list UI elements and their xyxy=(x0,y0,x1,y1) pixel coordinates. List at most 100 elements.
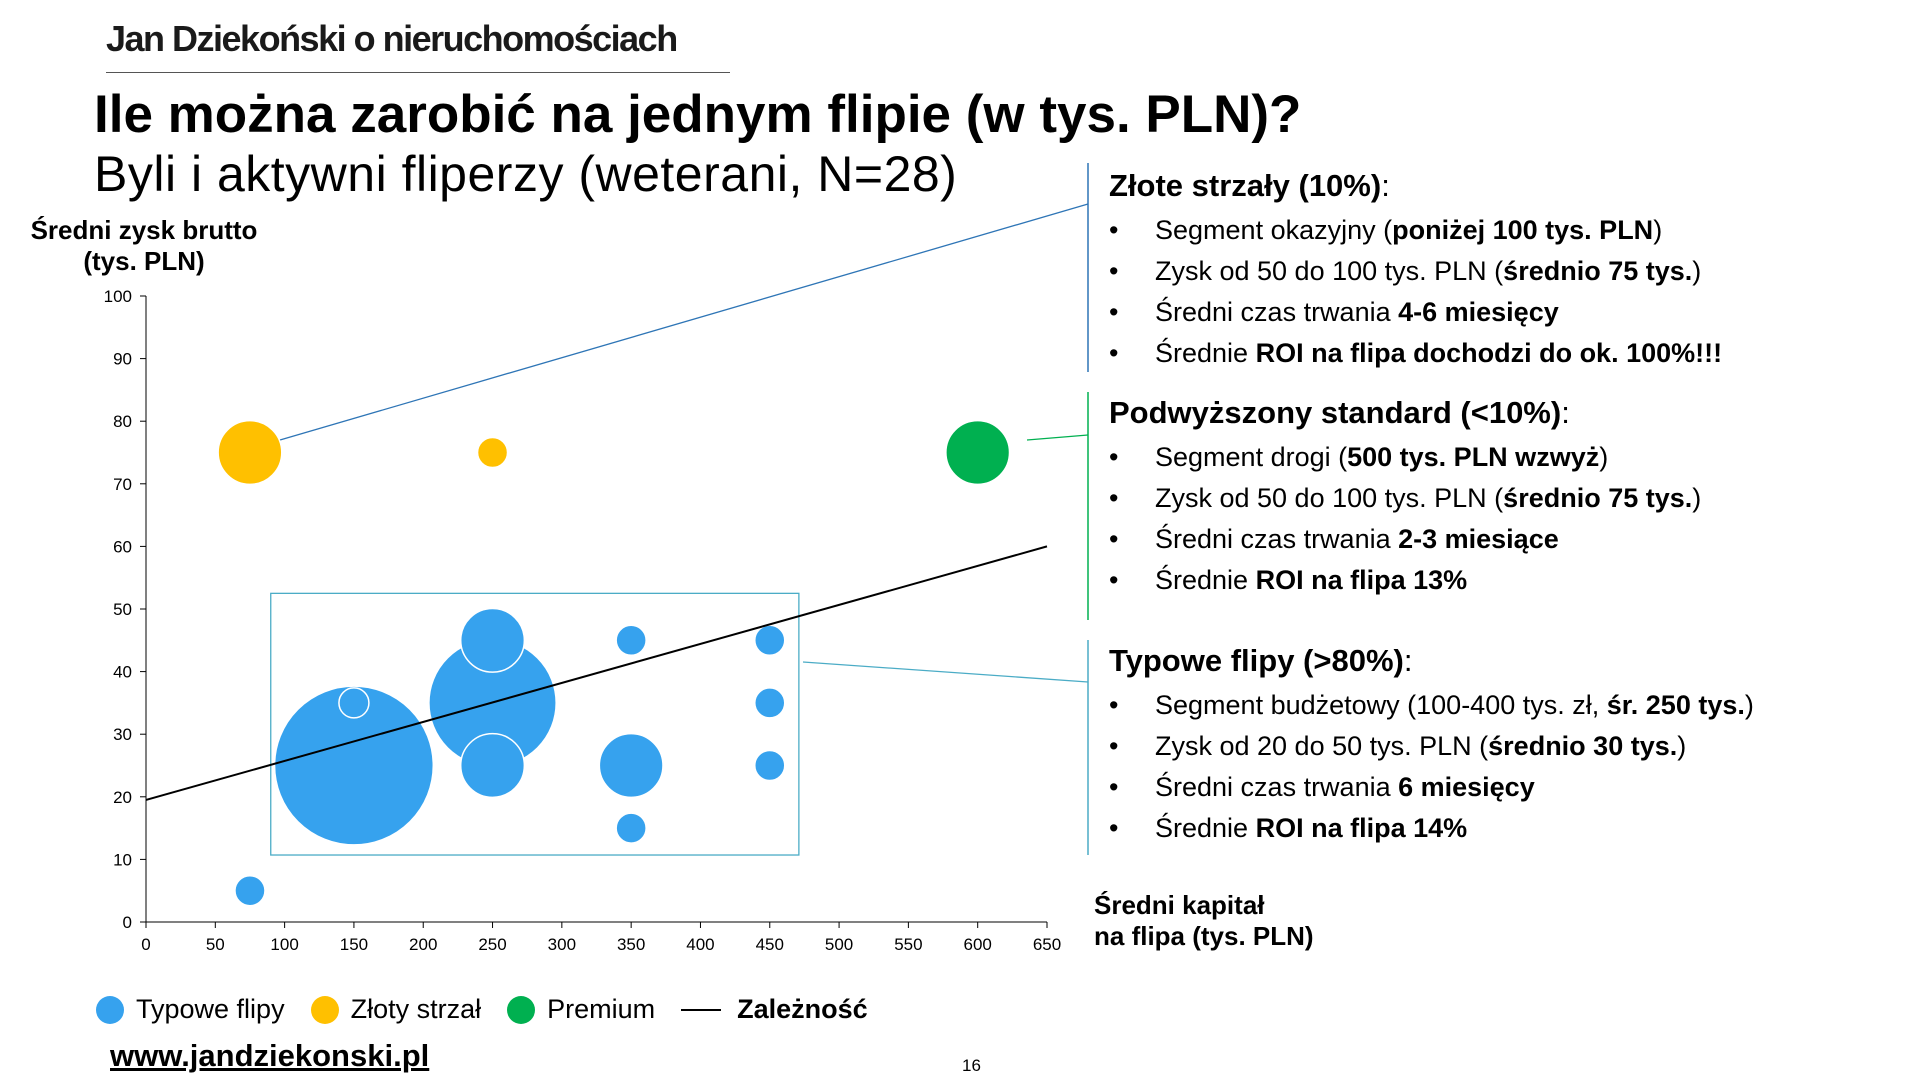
y-tick-label: 60 xyxy=(113,537,132,556)
bullet-icon: • xyxy=(1109,731,1119,761)
bubble-z-oty-strza- xyxy=(476,436,509,469)
bullet-text: średnio 75 tys. xyxy=(1503,483,1693,513)
slide-subtitle: Byli i aktywni fliperzy (weterani, N=28) xyxy=(94,146,958,202)
x-axis-label: Średni kapitał na flipa (tys. PLN) xyxy=(1094,890,1314,952)
bubble-typowe-flipy xyxy=(754,687,786,719)
x-tick-label: 150 xyxy=(340,935,368,954)
x-tick-label: 250 xyxy=(478,935,506,954)
bullet-text: ROI na flipa 13% xyxy=(1255,565,1468,595)
segment-bullet: • Średni czas trwania 2-3 miesiące xyxy=(1109,519,1701,560)
segment-title: Podwyższony standard (<10%): xyxy=(1109,395,1701,431)
bullet-text: Średnie xyxy=(1155,338,1256,368)
bubble-typowe-flipy xyxy=(598,732,664,799)
bullet-text: Segment drogi ( xyxy=(1155,442,1348,472)
legend-label: Zależność xyxy=(737,994,868,1024)
segment-bullets: • Segment budżetowy (100-400 tys. zł, śr.… xyxy=(1109,685,1754,849)
legend-line-icon xyxy=(681,1008,722,1011)
segment-bullet: • Zysk od 50 do 100 tys. PLN (średnio 75 … xyxy=(1109,251,1722,292)
bullet-icon: • xyxy=(1109,524,1119,554)
bullet-text: ROI na flipa dochodzi do ok. 100%!!! xyxy=(1255,338,1723,368)
bullet-text: 6 miesięcy xyxy=(1398,772,1535,802)
y-tick-label: 80 xyxy=(113,412,132,431)
bubble-typowe-flipy xyxy=(273,685,435,846)
bullet-text: ) xyxy=(1677,731,1687,761)
bullet-text: Zysk od 50 do 100 tys. PLN ( xyxy=(1155,483,1504,513)
segment-bullet: • Zysk od 20 do 50 tys. PLN (średnio 30 t… xyxy=(1109,726,1754,767)
segment-bullet: • Zysk od 50 do 100 tys. PLN (średnio 75 … xyxy=(1109,478,1701,519)
bullet-icon: • xyxy=(1109,256,1119,286)
bullet-icon: • xyxy=(1109,690,1119,720)
bullet-text: śr. 250 tys. xyxy=(1606,690,1745,720)
segment-bullets: • Segment okazyjny (poniżej 100 tys. PLN)… xyxy=(1109,210,1722,374)
legend-label: Typowe flipy xyxy=(136,994,285,1024)
page-number: 16 xyxy=(962,1056,981,1075)
x-tick-label: 600 xyxy=(964,935,992,954)
legend-label: Premium xyxy=(547,994,656,1024)
segment-title: Złote strzały (10%): xyxy=(1109,168,1722,204)
segment-title-text: Złote strzały (10%) xyxy=(1109,168,1382,203)
segment-bullet: • Średnie ROI na flipa dochodzi do ok. 10… xyxy=(1109,333,1722,374)
bubble-premium xyxy=(945,419,1011,486)
legend-item: Zależność xyxy=(681,994,868,1025)
y-tick-label: 90 xyxy=(113,350,132,369)
segment-bullet: • Średni czas trwania 4-6 miesięcy xyxy=(1109,292,1722,333)
callout-line-premium xyxy=(1026,434,1089,441)
bullet-text: Średni czas trwania xyxy=(1155,524,1399,554)
segment-block: Typowe flipy (>80%): • Segment budżetowy (… xyxy=(1109,643,1754,849)
segment-bullet: • Średni czas trwania 6 miesięcy xyxy=(1109,767,1754,808)
x-tick-label: 0 xyxy=(141,935,150,954)
bullet-text: Zysk od 20 do 50 tys. PLN ( xyxy=(1155,731,1489,761)
legend-circle-icon xyxy=(310,995,339,1024)
segment-bullet: • Średnie ROI na flipa 13% xyxy=(1109,560,1701,601)
x-tick-label: 500 xyxy=(825,935,853,954)
bullet-text: ) xyxy=(1653,215,1663,245)
website-link[interactable]: www.jandziekonski.pl xyxy=(110,1038,430,1073)
bullet-icon: • xyxy=(1109,565,1119,595)
segment-title-text: Typowe flipy (>80%) xyxy=(1109,643,1404,678)
bullet-text: Średni czas trwania xyxy=(1155,297,1399,327)
segment-bullet: • Segment okazyjny (poniżej 100 tys. PLN) xyxy=(1109,210,1722,251)
x-tick-label: 200 xyxy=(409,935,437,954)
y-tick-label: 100 xyxy=(104,287,132,306)
segment-title-suffix: : xyxy=(1403,643,1413,678)
bullet-text: ) xyxy=(1692,256,1702,286)
x-axis-label-line2: na flipa (tys. PLN) xyxy=(1094,921,1314,951)
y-axis-label: Średni zysk brutto (tys. PLN) xyxy=(14,215,274,277)
brand-underline xyxy=(106,72,730,73)
segment-title-suffix: : xyxy=(1561,395,1570,430)
bullet-icon: • xyxy=(1109,442,1119,472)
y-tick-label: 0 xyxy=(123,913,132,932)
legend-circle-icon xyxy=(507,995,536,1024)
bubble-z-oty-strza- xyxy=(217,419,283,486)
legend-item: Premium xyxy=(507,994,655,1025)
bullet-text: Segment okazyjny ( xyxy=(1155,215,1393,245)
bullet-text: Średnie xyxy=(1155,813,1256,843)
bullet-icon: • xyxy=(1109,338,1119,368)
x-tick-label: 300 xyxy=(548,935,576,954)
bullet-icon: • xyxy=(1109,215,1119,245)
bubble-typowe-flipy xyxy=(754,749,786,782)
bubble-typowe-flipy xyxy=(234,874,266,907)
bullet-text: ) xyxy=(1692,483,1702,513)
x-tick-label: 400 xyxy=(686,935,714,954)
y-tick-label: 50 xyxy=(113,600,132,619)
bullet-icon: • xyxy=(1109,483,1119,513)
bullet-text: 2-3 miesiące xyxy=(1398,524,1559,554)
x-tick-label: 100 xyxy=(270,935,298,954)
bullet-text: poniżej 100 tys. PLN xyxy=(1392,215,1654,245)
bullet-text: Segment budżetowy (100-400 tys. zł, xyxy=(1155,690,1607,720)
segment-bullet: • Segment budżetowy (100-400 tys. zł, śr.… xyxy=(1109,685,1754,726)
x-axis-label-line1: Średni kapitał xyxy=(1094,890,1265,920)
bubble-typowe-flipy xyxy=(459,607,526,673)
bubble-typowe-flipy xyxy=(754,624,786,657)
bullet-text: 500 tys. PLN wzwyż xyxy=(1347,442,1600,472)
legend-circle-icon xyxy=(96,995,124,1024)
legend-label: Złoty strzał xyxy=(350,994,482,1024)
segment-block: Podwyższony standard (<10%): • Segment dro… xyxy=(1109,395,1701,601)
legend-item: Złoty strzał xyxy=(310,994,482,1025)
bullet-text: ) xyxy=(1744,690,1754,720)
segment-title-text: Podwyższony standard (<10%) xyxy=(1109,395,1562,430)
y-tick-label: 10 xyxy=(113,850,132,869)
segment-title: Typowe flipy (>80%): xyxy=(1109,643,1754,679)
